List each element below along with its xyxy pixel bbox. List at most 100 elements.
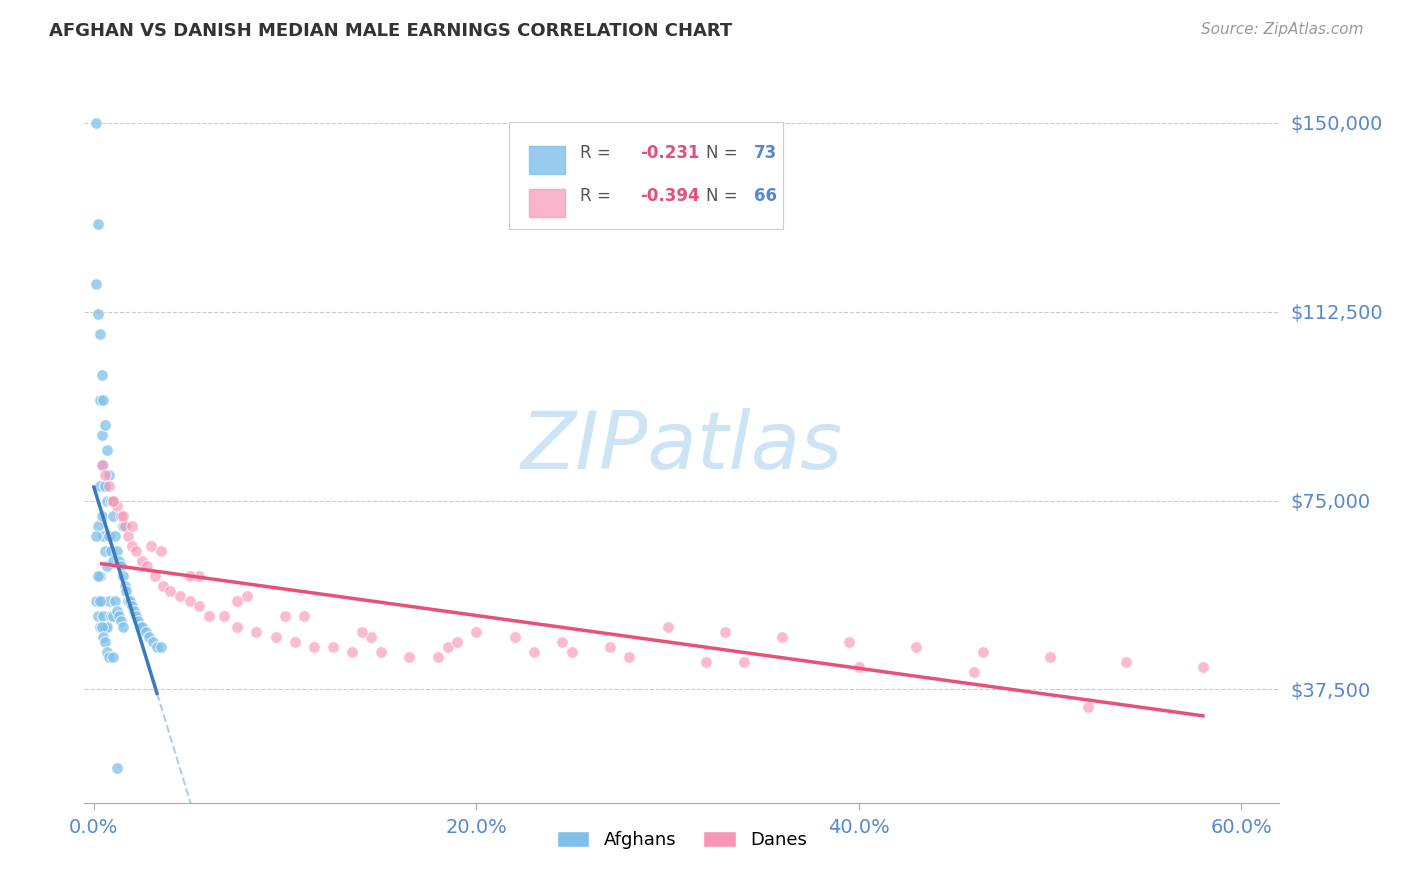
Point — [350, 624, 373, 639]
Point — [770, 630, 793, 644]
Point — [360, 630, 382, 644]
Point — [111, 508, 134, 523]
Point — [100, 544, 122, 558]
Point — [96, 443, 118, 458]
Point — [125, 544, 148, 558]
Point — [110, 508, 132, 523]
Point — [104, 594, 127, 608]
Point — [93, 392, 115, 407]
Point — [733, 655, 755, 669]
Point — [104, 529, 127, 543]
Point — [284, 634, 307, 648]
Point — [115, 584, 138, 599]
Point — [93, 458, 115, 473]
Point — [90, 619, 112, 633]
Point — [90, 428, 112, 442]
Text: AFGHAN VS DANISH MEDIAN MALE EARNINGS CORRELATION CHART: AFGHAN VS DANISH MEDIAN MALE EARNINGS CO… — [49, 22, 733, 40]
Point — [714, 624, 737, 639]
Point — [141, 539, 163, 553]
Point — [96, 559, 118, 574]
Point — [302, 640, 325, 654]
Point — [101, 493, 124, 508]
Point — [905, 640, 928, 654]
Point — [1192, 660, 1215, 674]
Point — [93, 609, 115, 624]
Point — [98, 649, 121, 664]
Point — [599, 640, 621, 654]
Point — [105, 760, 128, 774]
Point — [146, 640, 169, 654]
Text: N =: N = — [706, 144, 742, 162]
Point — [101, 609, 124, 624]
Point — [110, 559, 132, 574]
Point — [197, 609, 219, 624]
Point — [84, 277, 107, 291]
Point — [122, 604, 145, 618]
Point — [236, 590, 259, 604]
Point — [93, 529, 115, 543]
Point — [87, 609, 110, 624]
Point — [188, 599, 211, 614]
Point — [179, 569, 201, 583]
Point — [94, 544, 117, 558]
Point — [101, 493, 124, 508]
Point — [523, 645, 546, 659]
Point — [446, 634, 468, 648]
Point — [962, 665, 984, 679]
Point — [101, 508, 124, 523]
Text: -0.394: -0.394 — [640, 187, 700, 205]
Point — [94, 478, 117, 492]
Point — [1039, 649, 1062, 664]
Text: -0.231: -0.231 — [640, 144, 700, 162]
Point — [226, 619, 249, 633]
Point — [96, 645, 118, 659]
Point — [100, 493, 122, 508]
Point — [98, 594, 121, 608]
Point — [245, 624, 267, 639]
Bar — [529, 188, 565, 217]
Point — [90, 594, 112, 608]
Point — [96, 619, 118, 633]
Point — [149, 544, 172, 558]
Point — [101, 649, 124, 664]
Point — [1077, 700, 1099, 714]
Point — [90, 508, 112, 523]
Point — [695, 655, 717, 669]
Point — [87, 569, 110, 583]
Point — [370, 645, 392, 659]
Point — [131, 619, 153, 633]
Point — [322, 640, 344, 654]
Point — [551, 634, 574, 648]
Point — [264, 630, 287, 644]
Point — [619, 649, 641, 664]
Point — [142, 634, 165, 648]
Point — [84, 116, 107, 130]
Point — [179, 594, 201, 608]
Point — [135, 624, 157, 639]
Point — [105, 544, 128, 558]
Point — [111, 518, 134, 533]
Point — [127, 615, 149, 629]
Point — [114, 579, 136, 593]
Text: Source: ZipAtlas.com: Source: ZipAtlas.com — [1201, 22, 1364, 37]
Text: 73: 73 — [754, 144, 778, 162]
Legend: Afghans, Danes: Afghans, Danes — [550, 824, 814, 856]
Point — [159, 584, 181, 599]
Point — [561, 645, 583, 659]
Bar — [529, 145, 565, 174]
Point — [121, 518, 143, 533]
Point — [111, 569, 134, 583]
Point — [107, 609, 129, 624]
Point — [87, 518, 110, 533]
Point — [90, 458, 112, 473]
Point — [1115, 655, 1137, 669]
Point — [152, 579, 174, 593]
Point — [121, 599, 143, 614]
Point — [89, 569, 111, 583]
Text: R =: R = — [581, 144, 616, 162]
Point — [111, 619, 134, 633]
Point — [94, 634, 117, 648]
Point — [120, 594, 142, 608]
Point — [87, 217, 110, 231]
Point — [100, 609, 122, 624]
